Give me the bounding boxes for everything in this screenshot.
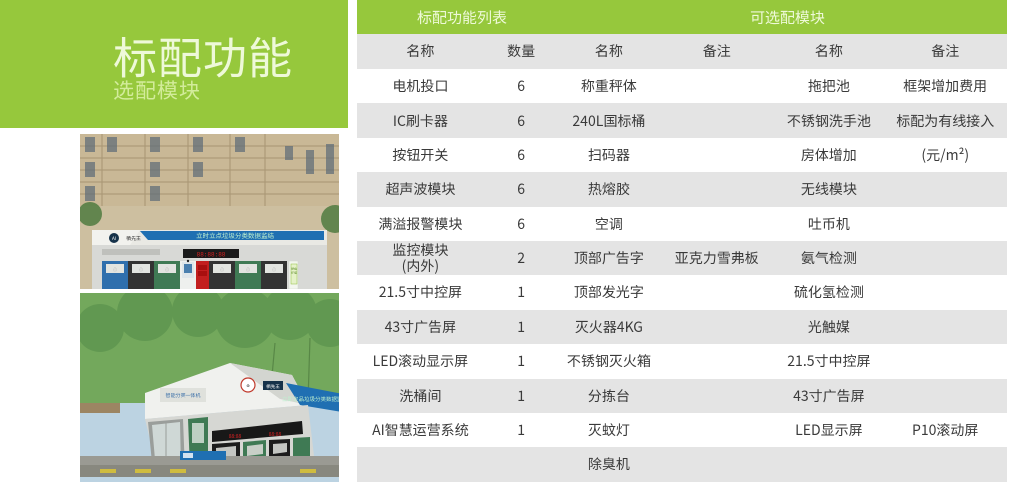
svg-text:立即定品垃圾分类数据监测: 立即定品垃圾分类数据监测 bbox=[282, 395, 339, 403]
svg-text:智能分类一体机: 智能分类一体机 bbox=[165, 392, 200, 399]
svg-text:⊛: ⊛ bbox=[246, 383, 249, 389]
svg-text:环保: 环保 bbox=[291, 271, 297, 275]
svg-text:88:88:88: 88:88:88 bbox=[197, 252, 226, 259]
svg-text:立时立点垃圾分类数据监结: 立时立点垃圾分类数据监结 bbox=[196, 230, 275, 240]
svg-text:栖先王: 栖先王 bbox=[266, 384, 280, 390]
svg-text:栖先王: 栖先王 bbox=[126, 235, 141, 242]
svg-text:88:88: 88:88 bbox=[269, 431, 282, 438]
svg-text:♲: ♲ bbox=[220, 267, 224, 273]
svg-text:88:88: 88:88 bbox=[229, 433, 242, 440]
svg-text:♲: ♲ bbox=[139, 267, 143, 273]
svg-text:♲: ♲ bbox=[113, 267, 117, 273]
svg-text:♲: ♲ bbox=[165, 267, 169, 273]
svg-text:♲: ♲ bbox=[272, 267, 276, 273]
svg-text:AI: AI bbox=[112, 236, 116, 242]
svg-text:♲: ♲ bbox=[246, 267, 250, 273]
